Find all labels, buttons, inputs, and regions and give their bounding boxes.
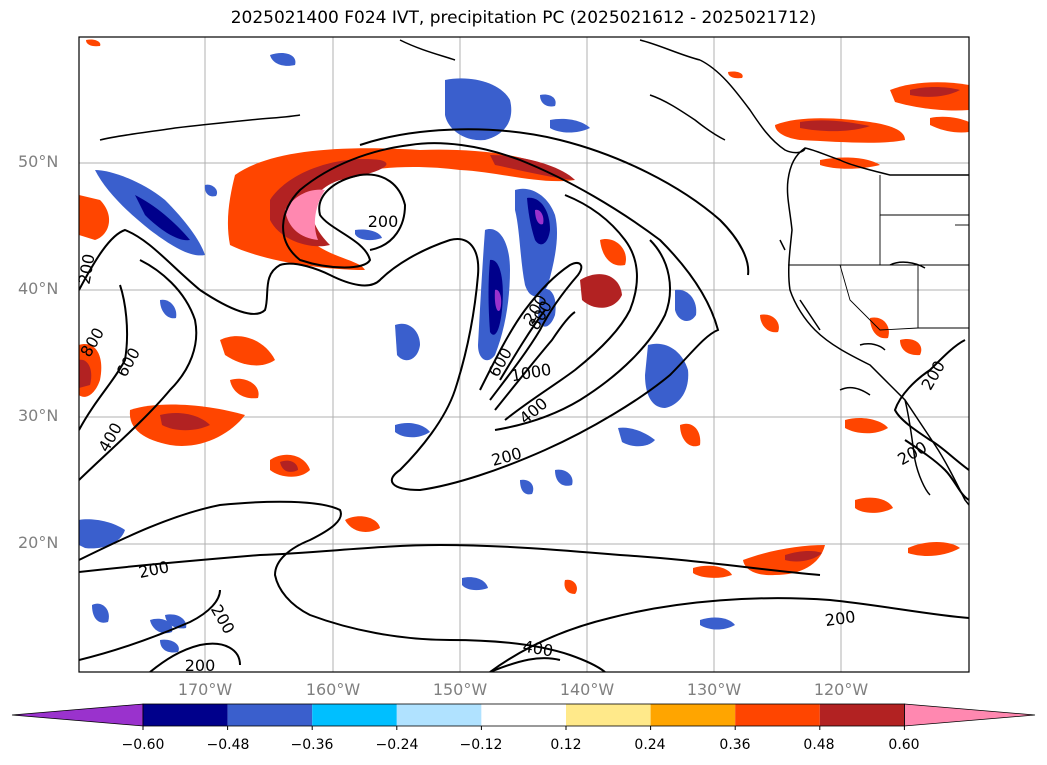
colorbar-segment bbox=[227, 704, 313, 726]
colorbar-tick: −0.24 bbox=[375, 737, 419, 753]
political-borders bbox=[788, 175, 969, 331]
colorbar-segment bbox=[481, 704, 566, 726]
lon-label-170w: 170°W bbox=[177, 680, 233, 699]
lon-label-160w: 160°W bbox=[305, 680, 361, 699]
colorbar-segment bbox=[650, 704, 736, 726]
ivt-contours bbox=[79, 128, 969, 672]
colorbar-tick: 0.48 bbox=[803, 737, 835, 753]
lon-label-140w: 140°W bbox=[559, 680, 615, 699]
lat-label-30n: 30°N bbox=[18, 406, 59, 425]
colorbar-tick: 0.36 bbox=[719, 737, 751, 753]
lon-label-150w: 150°W bbox=[432, 680, 488, 699]
colorbar-extend-high bbox=[904, 703, 1036, 727]
colorbar-segment bbox=[396, 704, 482, 726]
colorbar-tick: −0.48 bbox=[206, 737, 250, 753]
colorbar-tick: 0.60 bbox=[888, 737, 920, 753]
colorbar-tick: 0.12 bbox=[550, 737, 582, 753]
colorbar-segment bbox=[143, 704, 228, 726]
lat-label-40n: 40°N bbox=[18, 279, 59, 298]
colorbar-segment bbox=[819, 704, 905, 726]
plot-frame bbox=[78, 36, 970, 673]
lon-label-120w: 120°W bbox=[813, 680, 869, 699]
colorbar-tick: −0.36 bbox=[290, 737, 334, 753]
colorbar-tick: 0.24 bbox=[634, 737, 666, 753]
colorbar-segment bbox=[735, 704, 820, 726]
colorbar-segment bbox=[566, 704, 651, 726]
colorbar-frame bbox=[142, 703, 905, 727]
negative-anomaly-regions bbox=[79, 53, 735, 653]
positive-anomaly-regions bbox=[79, 39, 969, 594]
lon-label-130w: 130°W bbox=[686, 680, 742, 699]
lat-label-20n: 20°N bbox=[18, 533, 59, 552]
colorbar-segment bbox=[312, 704, 397, 726]
colorbar-tick: −0.60 bbox=[121, 737, 165, 753]
coastlines bbox=[99, 39, 969, 506]
lat-label-50n: 50°N bbox=[18, 152, 59, 171]
strong-negative-core bbox=[494, 209, 544, 311]
colorbar bbox=[11, 703, 1036, 730]
colorbar-tick: −0.12 bbox=[459, 737, 503, 753]
colorbar-extend-low bbox=[11, 703, 144, 727]
map-title: 2025021400 F024 IVT, precipitation PC (2… bbox=[230, 8, 817, 28]
